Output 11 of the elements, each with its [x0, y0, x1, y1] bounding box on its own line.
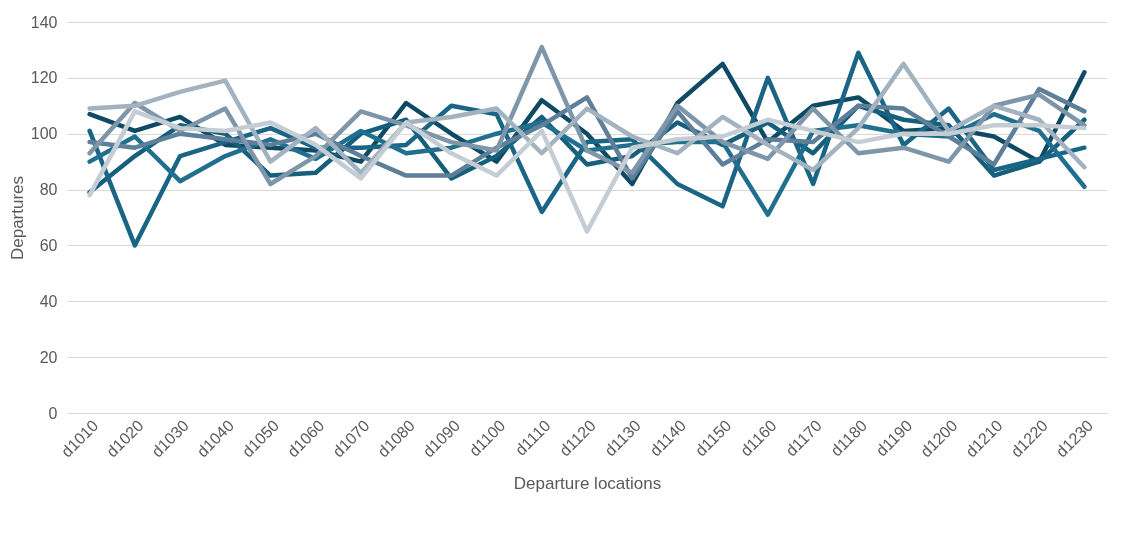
y-tick-label: 100 — [30, 125, 58, 143]
y-tick-label: 60 — [39, 236, 58, 254]
y-tick-label: 20 — [39, 348, 58, 366]
y-tick-label: 0 — [48, 404, 58, 422]
y-tick-label: 80 — [39, 181, 58, 199]
x-axis-title: Departure locations — [513, 474, 662, 494]
line-series — [87, 109, 1087, 234]
y-tick-label: 120 — [30, 69, 58, 87]
y-tick-label: 140 — [30, 13, 58, 31]
y-axis-title: Departures — [7, 175, 27, 261]
y-tick-label: 40 — [39, 292, 58, 310]
